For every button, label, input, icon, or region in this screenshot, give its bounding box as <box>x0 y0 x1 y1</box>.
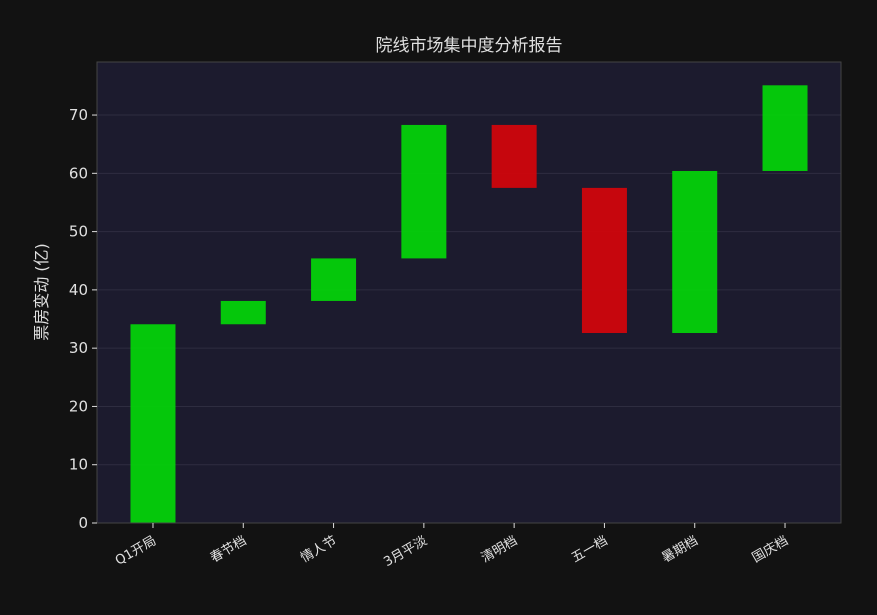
x-tick-label: 情人节 <box>298 533 339 565</box>
bar-decrease <box>581 187 627 334</box>
bar-increase <box>130 324 176 523</box>
bar-increase <box>762 85 808 171</box>
bar-increase <box>401 124 447 259</box>
x-tick-label: 春节档 <box>208 533 249 565</box>
x-tick-label: 暑期档 <box>659 533 700 565</box>
y-tick-label: 40 <box>69 281 88 299</box>
x-tick-label: 3月平淡 <box>381 533 429 570</box>
x-tick-label: 国庆档 <box>750 533 791 565</box>
y-tick-label: 20 <box>69 397 88 415</box>
plot-frame <box>96 61 842 524</box>
bar-increase <box>220 300 266 325</box>
x-tick-label: 五一档 <box>569 533 610 565</box>
y-tick-label: 70 <box>69 106 88 124</box>
y-tick-label: 0 <box>78 514 88 532</box>
plot-area <box>97 62 841 523</box>
chart-title: 院线市场集中度分析报告 <box>376 36 563 56</box>
bar-increase <box>672 170 718 334</box>
y-tick-label: 30 <box>69 339 88 357</box>
bar-increase <box>311 258 357 301</box>
x-tick-label: Q1开局 <box>113 533 159 568</box>
bar-decrease <box>491 124 537 188</box>
y-axis-label: 票房变动 (亿) <box>32 243 51 341</box>
y-tick-label: 60 <box>69 164 88 182</box>
x-tick-label: 清明档 <box>479 533 520 565</box>
y-tick-label: 50 <box>69 223 88 241</box>
y-tick-label: 10 <box>69 456 88 474</box>
